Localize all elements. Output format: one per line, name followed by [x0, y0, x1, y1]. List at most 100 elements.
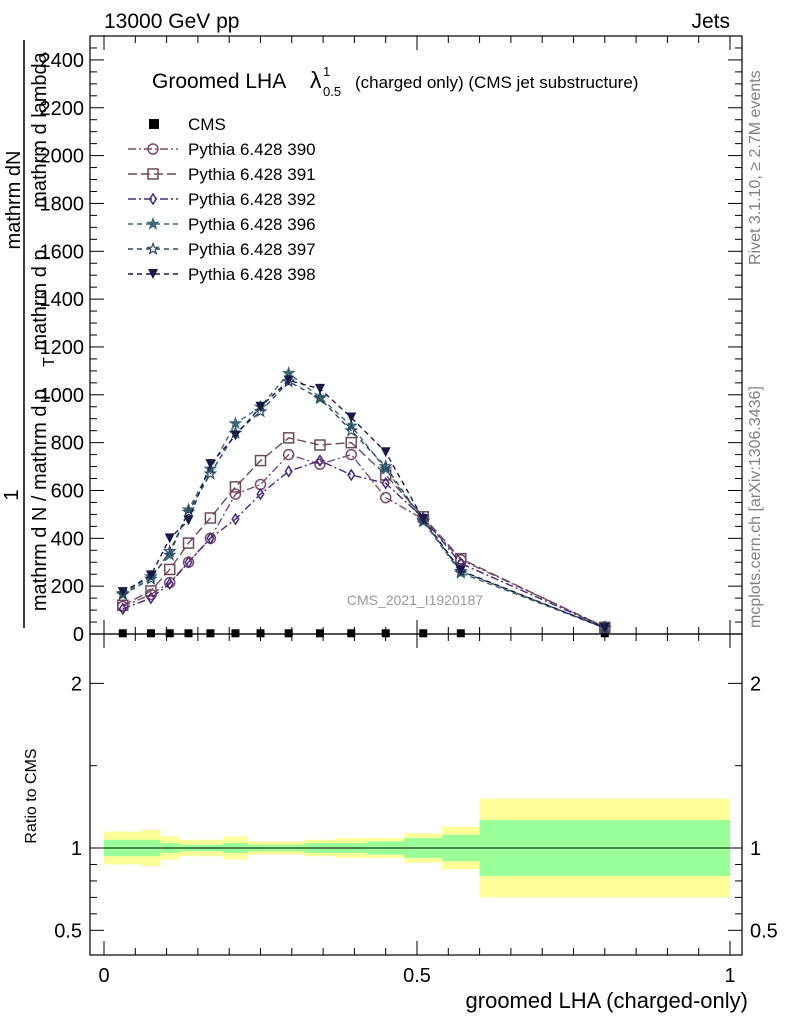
rivet-note: Rivet 3.1.10, ≥ 2.7M events [747, 70, 764, 265]
series-point [230, 430, 241, 441]
series-point [282, 432, 295, 444]
series-point [204, 512, 217, 524]
series-point [345, 448, 358, 461]
series-point [117, 599, 129, 612]
series-point [162, 544, 177, 558]
series-point [378, 459, 393, 473]
series-point [163, 563, 176, 576]
legend-marker [147, 168, 159, 180]
y-tick-label: 1800 [40, 193, 85, 215]
cms-point [456, 629, 465, 638]
y-label-den-4: mathrm d lambda [29, 51, 51, 207]
series-point [145, 570, 156, 581]
legend-marker-cms [149, 119, 159, 129]
legend: CMS Pythia 6.428 390 Pythia 6.428 391 Pythi… [128, 115, 316, 284]
series-cms [118, 629, 609, 638]
series-point [146, 591, 156, 605]
y-tick-label: 2200 [40, 98, 85, 120]
series-point [203, 466, 218, 480]
y-tick-label: 2000 [40, 146, 85, 168]
ratio-tick-label: 0.5 [54, 920, 82, 942]
series-point [165, 577, 174, 591]
series-point [162, 547, 177, 561]
series-point [455, 565, 466, 576]
series-point [182, 537, 195, 549]
legend-label-cms: CMS [188, 115, 226, 134]
watermark: CMS_2021_I1920187 [347, 592, 483, 608]
series-point [164, 533, 175, 544]
x-tick-label: 1 [724, 965, 735, 987]
series-point [380, 447, 391, 458]
legend-label: Pythia 6.428 398 [188, 265, 316, 284]
title-sub: 0.5 [323, 84, 341, 99]
legend-marker [146, 241, 160, 255]
series-point [379, 491, 392, 504]
series-point [418, 514, 429, 525]
cms-point [231, 629, 240, 638]
header-left: 13000 GeV pp [104, 10, 239, 33]
y-tick-label: 200 [51, 576, 84, 598]
y-tick-label: 1200 [40, 337, 85, 359]
series-point [145, 585, 157, 597]
ratio-panel: 0 0.5 1 0.5 0.5 1 1 2 2 [54, 633, 778, 987]
y-axis-label: 1 mathrm dN mathrm d N / mathrm d p T ma… [1, 40, 58, 628]
y-tick-label: 1400 [40, 289, 85, 311]
cms-point [184, 629, 193, 638]
series-point [313, 389, 327, 404]
y-label-den-1: mathrm d N / mathrm d p [29, 389, 51, 611]
y-tick-label: 800 [51, 433, 84, 455]
series-point [253, 404, 268, 418]
series-point [282, 448, 295, 461]
legend-marker [148, 269, 158, 279]
series-point [314, 383, 325, 394]
series-point [344, 423, 359, 437]
cms-point [256, 629, 265, 638]
series-point [205, 459, 216, 470]
series-point [599, 623, 610, 634]
series-point [184, 555, 193, 569]
ratio-frame [89, 633, 743, 956]
y-label-den-3: mathrm d p [29, 249, 51, 350]
series-line [122, 379, 606, 629]
legend-label: Pythia 6.428 390 [188, 140, 316, 159]
series-6 [117, 375, 610, 634]
title-symbol: λ [310, 67, 322, 93]
ratio-y-label: Ratio to CMS [23, 748, 40, 843]
series-point [254, 454, 267, 467]
series-point [315, 454, 325, 467]
mcplots-note: mcplots.cern.ch [arXiv:1306.3436] [747, 386, 764, 628]
ratio-tick-label-right: 1 [750, 838, 761, 860]
series-point [347, 468, 356, 482]
series-point [345, 436, 358, 449]
y-tick-label: 600 [51, 480, 84, 502]
ratio-tick-label: 1 [71, 838, 82, 860]
series-point [314, 439, 326, 451]
series-point [346, 412, 357, 423]
series-point [118, 602, 127, 616]
cms-point [347, 629, 356, 638]
legend-label: Pythia 6.428 392 [188, 190, 316, 209]
y-tick-label: 0 [73, 624, 84, 646]
legend-marker [146, 216, 160, 230]
cms-point [165, 629, 174, 638]
x-tick-label: 0.5 [403, 965, 431, 987]
legend-label: Pythia 6.428 396 [188, 215, 316, 234]
y-label-one: 1 [1, 489, 23, 500]
cms-point [118, 629, 127, 638]
series-point [231, 512, 240, 526]
y-label-numerator: mathrm dN [3, 151, 25, 250]
chart-title: Groomed LHA λ 1 0.5 (charged only) (CMS … [152, 64, 638, 99]
series-point [314, 458, 326, 470]
cms-point [206, 629, 215, 638]
series-point [313, 391, 327, 405]
series-line [122, 380, 606, 629]
legend-label: Pythia 6.428 397 [188, 240, 316, 259]
y-tick-label: 1600 [40, 241, 85, 263]
x-tick-label: 0 [98, 965, 109, 987]
cms-point [146, 629, 155, 638]
cms-point [284, 629, 293, 638]
series-point [183, 515, 194, 526]
y-tick-label: 2400 [40, 50, 85, 72]
y-tick-label: 400 [51, 528, 84, 550]
y-label-den-2: T [41, 357, 58, 367]
